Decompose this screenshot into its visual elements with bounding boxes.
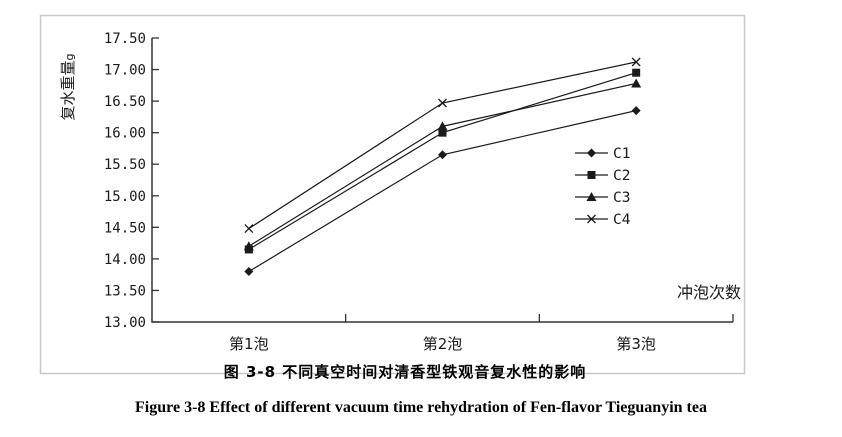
triangle-marker [437, 121, 448, 131]
legend-label-C4: C4 [613, 212, 631, 228]
series-line-C4 [248, 61, 637, 230]
figure-caption-english: Figure 3-8 Effect of different vacuum ti… [135, 399, 707, 416]
figure-caption-chinese: 图 3-8 不同真空时间对清香型铁观音复水性的影响 [223, 363, 587, 381]
y-tick-label: 16.00 [104, 126, 146, 142]
x-marker [631, 57, 641, 67]
axis-lines [151, 38, 733, 323]
triangle-marker [586, 192, 597, 201]
y-tick-label: 13.50 [104, 283, 146, 299]
x-marker [244, 224, 254, 234]
y-tick-label: 14.50 [104, 220, 146, 236]
x-category-label: 第2泡 [423, 335, 463, 353]
y-tick-label: 14.00 [104, 252, 146, 268]
series-line-C3 [248, 82, 637, 247]
triangle-marker [243, 241, 254, 251]
diamond-marker [631, 106, 641, 116]
y-tick-label: 13.00 [104, 315, 146, 331]
y-tick-label: 15.50 [104, 157, 146, 173]
legend-label-C2: C2 [613, 168, 630, 184]
y-tick-label: 15.00 [104, 189, 146, 205]
x-axis-title: 冲泡次数 [677, 283, 741, 302]
series-line-C2 [248, 72, 637, 250]
chart-frame-border [39, 14, 746, 375]
triangle-marker [631, 78, 642, 88]
square-marker [587, 171, 596, 179]
legend-label-C1: C1 [613, 146, 630, 162]
diamond-marker [438, 150, 447, 160]
x-marker [587, 214, 596, 224]
y-axis-unit: g [63, 54, 76, 61]
y-tick-label: 17.50 [104, 31, 146, 47]
x-category-label: 第3泡 [616, 335, 656, 353]
diamond-marker [587, 148, 596, 158]
y-tick-label: 17.00 [104, 63, 146, 79]
square-marker [632, 68, 641, 77]
x-category-label: 第1泡 [229, 335, 269, 353]
x-marker [438, 98, 447, 108]
legend-label-C3: C3 [613, 190, 630, 206]
y-tick-label: 16.50 [104, 94, 146, 110]
square-marker [438, 128, 447, 137]
rehydration-line-chart: 17.50 17.00 16.50 16.00 15.50 15.00 14.50 14.00… [39, 14, 746, 375]
y-axis-title: 复水重量g [59, 54, 77, 121]
diamond-marker [244, 267, 254, 277]
